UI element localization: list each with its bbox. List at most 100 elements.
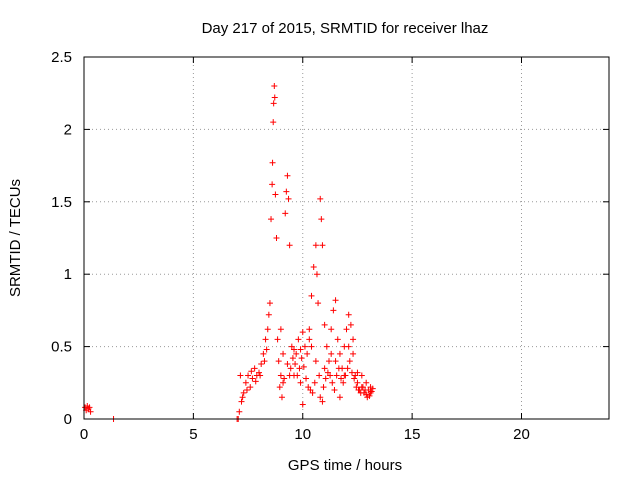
data-point	[330, 307, 337, 314]
data-point	[331, 387, 338, 394]
data-point	[318, 216, 325, 223]
data-point	[286, 372, 293, 379]
data-point	[333, 372, 340, 379]
data-point	[313, 271, 320, 278]
data-point	[312, 242, 319, 249]
data-point	[309, 389, 316, 396]
data-point	[295, 336, 302, 343]
data-point	[245, 372, 252, 379]
data-point	[258, 360, 265, 367]
data-point	[368, 388, 375, 395]
data-point	[249, 375, 256, 382]
data-point	[243, 387, 250, 394]
data-point	[344, 365, 351, 372]
data-point	[277, 372, 284, 379]
data-point	[251, 365, 258, 372]
axis-ticks: 0 5 10 15 20 0 0.5 1 1.5 2 2.5	[51, 49, 609, 443]
y-tick-label: 1.5	[51, 194, 72, 211]
data-point	[354, 379, 361, 386]
data-point	[269, 181, 276, 188]
data-point	[327, 372, 334, 379]
data-point	[263, 346, 270, 353]
data-point	[238, 398, 245, 405]
data-point	[345, 311, 352, 318]
data-point	[274, 336, 281, 343]
y-tick-label: 0	[64, 411, 72, 428]
data-point	[319, 242, 326, 249]
x-axis-label: GPS time / hours	[288, 457, 402, 474]
data-point	[265, 311, 272, 318]
data-point	[363, 391, 370, 398]
data-point	[280, 379, 287, 386]
grid-lines	[84, 57, 609, 419]
data-point	[350, 350, 357, 357]
data-point	[297, 379, 304, 386]
x-tick-label: 5	[189, 426, 197, 443]
data-point	[247, 384, 254, 391]
data-point	[280, 350, 287, 357]
data-point	[328, 326, 335, 333]
y-tick-label: 2.5	[51, 49, 72, 66]
y-tick-label: 2	[64, 121, 72, 138]
data-point	[321, 365, 328, 372]
data-point	[315, 300, 322, 307]
data-point	[328, 350, 335, 357]
data-point	[292, 360, 299, 367]
data-point	[287, 365, 294, 372]
data-point	[358, 372, 365, 379]
data-point	[351, 375, 358, 382]
data-point	[317, 195, 324, 202]
data-point	[332, 297, 339, 304]
x-tick-label: 20	[513, 426, 530, 443]
data-point	[275, 358, 282, 365]
data-point	[340, 379, 347, 386]
data-point	[236, 408, 243, 415]
data-point	[335, 365, 342, 372]
data-point	[284, 360, 291, 367]
data-point	[317, 394, 324, 401]
data-point	[270, 100, 277, 107]
chart-title: Day 217 of 2015, SRMTID for receiver lha…	[202, 20, 489, 37]
data-point	[285, 195, 292, 202]
data-point	[256, 369, 262, 376]
data-point	[329, 379, 336, 386]
data-point	[284, 172, 291, 179]
data-point	[332, 358, 339, 365]
data-point	[306, 326, 313, 333]
data-point	[347, 321, 354, 328]
data-point	[348, 369, 355, 376]
data-point	[363, 379, 370, 386]
x-tick-label: 15	[404, 426, 421, 443]
data-point	[283, 188, 290, 195]
data-point	[269, 159, 276, 166]
data-point	[300, 363, 307, 370]
data-point	[357, 389, 364, 396]
data-point	[301, 343, 308, 350]
plot-frame	[83, 56, 610, 420]
data-point	[277, 326, 284, 333]
data-point	[282, 210, 289, 217]
data-point	[278, 394, 285, 401]
data-point	[262, 336, 269, 343]
data-point	[289, 355, 296, 362]
y-axis-label: SRMTID / TECUs	[7, 179, 24, 297]
data-point	[299, 329, 306, 336]
data-point	[260, 350, 267, 357]
data-point	[316, 372, 323, 379]
data-point	[271, 94, 278, 101]
data-point	[270, 119, 277, 126]
data-point	[308, 343, 315, 350]
data-point	[303, 375, 310, 382]
data-point	[86, 404, 93, 411]
data-point	[319, 398, 326, 405]
data-point	[293, 350, 300, 357]
data-point	[323, 343, 330, 350]
data-point	[362, 387, 369, 394]
data-point	[297, 346, 304, 353]
data-point	[286, 242, 293, 249]
data-point	[338, 375, 345, 382]
data-point	[336, 350, 343, 357]
data-point	[304, 350, 311, 357]
x-tick-label: 0	[80, 426, 88, 443]
data-point	[345, 343, 352, 350]
